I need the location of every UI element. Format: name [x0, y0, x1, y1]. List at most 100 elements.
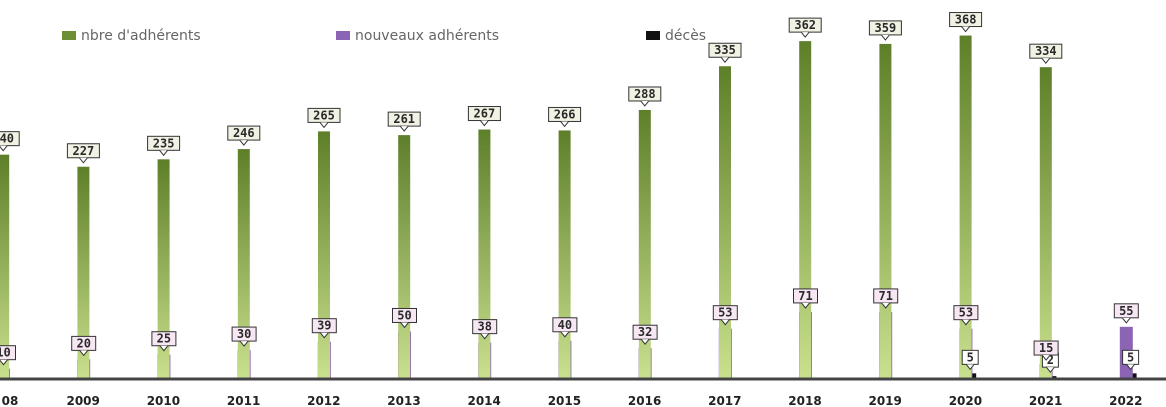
data-label-nouveaux-adherents-2012: 39: [317, 319, 331, 333]
bar-nbre-adherents-2012: [237, 149, 250, 378]
data-label-pointer-nbre-adherents-2012: [239, 139, 249, 146]
x-tick-label-2013: 2013: [387, 394, 420, 407]
data-label-nouveaux-adherents-2013: 50: [397, 308, 411, 322]
data-label-pointer-deces-2019: [965, 364, 975, 371]
bar-nbre-adherents-2021: [959, 35, 972, 379]
x-tick-label-2015: 2015: [548, 394, 581, 407]
data-label-nouveaux-adherents-2008: 10: [0, 346, 11, 360]
bar-nbre-adherents-2019: [799, 41, 812, 378]
x-tick-label-2008: 08: [2, 394, 19, 407]
bar-nbre-adherents-2020: [879, 43, 892, 378]
data-label-nouveaux-adherents-2021: 15: [1039, 341, 1053, 355]
bar-nbre-adherents-2009: [0, 154, 10, 378]
data-label-pointer-nbre-adherents-2011: [159, 149, 168, 157]
x-tick-label-2022: 2022: [1109, 394, 1142, 407]
data-label-nbre-adherents-2022: 334: [1035, 44, 1057, 58]
legend-swatch-nouveaux-adherents: [336, 31, 350, 40]
x-tick-label-2016: 2016: [628, 394, 661, 407]
data-label-pointer-deces-2021: [1126, 364, 1135, 371]
data-label-nouveaux-adherents-2015: 40: [558, 318, 572, 332]
data-label-pointer-nbre-adherents-2019: [800, 31, 810, 38]
data-label-nouveaux-adherents-2011: 30: [237, 327, 251, 341]
bar-nbre-adherents-2011: [157, 159, 170, 378]
legend-label-nbre-adherents: nbre d'adhérents: [81, 28, 201, 44]
bar-nbre-adherents-2017: [638, 109, 651, 379]
data-label-pointer-nbre-adherents-2020: [881, 34, 890, 41]
data-label-pointer-nouveaux-adherents-2013: [400, 322, 409, 329]
data-label-pointer-nbre-adherents-2015: [480, 120, 489, 127]
data-label-pointer-nouveaux-adherents-2020: [961, 319, 971, 326]
data-label-nbre-adherents-2016: 266: [554, 107, 576, 121]
data-label-pointer-nouveaux-adherents-2018: [801, 302, 810, 309]
bar-nbre-adherents-2014: [398, 135, 411, 378]
x-tick-label-2009: 2009: [66, 394, 99, 407]
data-label-pointer-nouveaux-adherents-2015: [560, 331, 570, 338]
data-label-nouveaux-adherents-2010: 25: [157, 332, 171, 346]
data-label-nouveaux-adherents-2017: 53: [718, 306, 732, 320]
data-label-pointer-nouveaux-adherents-2010: [159, 345, 169, 352]
data-label-nbre-adherents-2020: 359: [875, 21, 897, 35]
bar-nbre-adherents-2018: [719, 66, 731, 379]
data-label-nouveaux-adherents-2009: 20: [76, 336, 90, 350]
data-label-nouveaux-adherents-2020: 53: [959, 306, 973, 320]
data-label-nouveaux-adherents-2019: 71: [878, 289, 892, 303]
data-label-pointer-nouveaux-adherents-2008: [0, 359, 8, 366]
data-label-pointer-nbre-adherents-2010: [79, 157, 88, 164]
x-tick-label-2020: 2020: [949, 394, 982, 407]
data-label-pointer-nouveaux-adherents-2009: [79, 350, 89, 357]
x-tick-label-2010: 2010: [147, 394, 180, 407]
data-label-nbre-adherents-2014: 261: [393, 112, 415, 126]
data-label-pointer-nouveaux-adherents-2021: [1041, 354, 1051, 361]
x-tick-label-2017: 2017: [708, 394, 741, 407]
data-label-nbre-adherents-2012: 246: [233, 126, 255, 140]
data-label-pointer-nouveaux-adherents-2022: [1121, 317, 1131, 324]
data-label-nbre-adherents-2017: 288: [634, 87, 656, 101]
bar-nbre-adherents-2015: [478, 129, 491, 378]
bar-nbre-adherents-2022: [1039, 67, 1052, 379]
x-tick-label-2014: 2014: [467, 394, 500, 407]
data-label-nouveaux-adherents-2018: 71: [798, 289, 812, 303]
data-label-pointer-nbre-adherents-2021: [961, 26, 970, 33]
data-label-pointer-deces-2020: [1046, 366, 1055, 373]
legend-label-nouveaux-adherents: nouveaux adhérents: [355, 28, 499, 44]
x-tick-label-2019: 2019: [868, 394, 901, 407]
x-tick-label-2012: 2012: [307, 394, 340, 407]
x-tick-label-2021: 2021: [1029, 394, 1062, 407]
data-label-nbre-adherents-2018: 335: [714, 43, 736, 57]
data-label-pointer-nbre-adherents-2013: [319, 122, 329, 129]
x-tick-label-2011: 2011: [227, 394, 260, 407]
data-label-pointer-nouveaux-adherents-2014: [480, 333, 490, 340]
data-label-nbre-adherents-2009: 240: [0, 132, 14, 146]
data-label-nouveaux-adherents-2022: 55: [1119, 304, 1133, 318]
data-label-nbre-adherents-2015: 267: [474, 107, 496, 121]
data-label-pointer-nouveaux-adherents-2017: [720, 319, 730, 326]
data-label-nbre-adherents-2010: 227: [73, 144, 95, 158]
legend-swatch-deces: [646, 31, 660, 40]
x-tick-label-2018: 2018: [788, 394, 821, 407]
bar-nbre-adherents-2013: [318, 131, 330, 378]
data-label-pointer-nbre-adherents-2009: [0, 145, 8, 152]
bar-nbre-adherents-2016: [558, 130, 571, 378]
data-label-nouveaux-adherents-2016: 32: [638, 325, 652, 339]
data-label-deces-2020: 2: [1047, 353, 1054, 367]
data-label-pointer-nbre-adherents-2018: [720, 56, 730, 64]
data-label-deces-2021: 5: [1127, 350, 1134, 364]
data-label-nbre-adherents-2011: 235: [153, 136, 175, 150]
data-label-pointer-nbre-adherents-2022: [1041, 57, 1051, 64]
data-label-pointer-nouveaux-adherents-2016: [640, 338, 650, 346]
data-label-nbre-adherents-2021: 368: [955, 13, 977, 27]
data-label-nouveaux-adherents-2014: 38: [477, 320, 491, 334]
legend-label-deces: décès: [665, 28, 706, 44]
data-label-deces-2019: 5: [967, 350, 974, 364]
data-label-nbre-adherents-2019: 362: [794, 18, 816, 32]
legend-swatch-nbre-adherents: [62, 31, 76, 40]
data-label-pointer-nouveaux-adherents-2012: [319, 332, 329, 339]
data-label-pointer-nouveaux-adherents-2019: [881, 302, 891, 309]
data-label-pointer-nbre-adherents-2014: [399, 125, 409, 132]
data-label-pointer-nbre-adherents-2016: [560, 121, 569, 128]
bar-nbre-adherents-2010: [77, 166, 90, 378]
data-label-nbre-adherents-2013: 265: [313, 108, 335, 122]
data-label-pointer-nouveaux-adherents-2011: [239, 340, 249, 347]
